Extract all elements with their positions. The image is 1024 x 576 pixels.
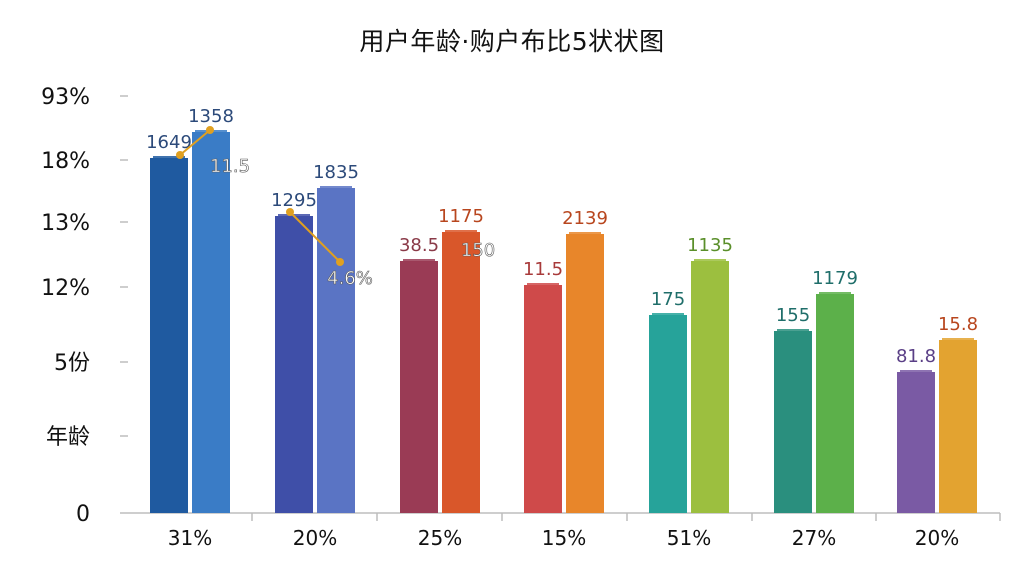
bar: [816, 294, 854, 513]
data-label: 2139: [562, 208, 608, 229]
data-label: 1649: [146, 132, 192, 153]
y-tick-label: 13%: [41, 211, 90, 236]
bar: [400, 261, 438, 513]
y-tick-label: 18%: [41, 149, 90, 174]
x-tick-label: 20%: [293, 526, 337, 550]
data-label: 38.5: [399, 235, 439, 256]
data-label: 15.8: [938, 314, 978, 335]
chart-title: 用户年龄·购户布比5状状图: [359, 27, 665, 56]
x-tick-label: 31%: [168, 526, 212, 550]
bar: [691, 261, 729, 513]
bar: [566, 234, 604, 513]
bar: [442, 232, 480, 513]
data-label: 1179: [812, 268, 858, 289]
bar: [192, 132, 230, 513]
data-label: 1175: [438, 206, 484, 227]
data-label: 155: [776, 305, 810, 326]
overlay-label: 4.6%: [327, 268, 373, 289]
data-label: 1295: [271, 190, 317, 211]
x-tick-label: 20%: [915, 526, 959, 550]
connector-dot: [206, 126, 214, 134]
y-tick-label: 年龄: [46, 425, 90, 450]
bar: [150, 158, 188, 513]
bar: [524, 285, 562, 513]
x-tick-label: 27%: [792, 526, 836, 550]
bar-cap: [569, 232, 601, 235]
y-tick-label: 5份: [54, 351, 90, 376]
y-tick-label: 0: [76, 502, 90, 527]
bar: [649, 315, 687, 513]
bar-cap: [819, 292, 851, 295]
bar-cap: [777, 329, 809, 332]
bar-cap: [942, 338, 974, 341]
data-label: 11.5: [523, 259, 563, 280]
bar: [939, 340, 977, 513]
connector-dot: [336, 258, 344, 266]
bar-cap: [900, 370, 932, 373]
overlay-label: 150: [461, 240, 495, 261]
x-tick-label: 25%: [418, 526, 462, 550]
bar: [275, 216, 313, 513]
y-tick-label: 93%: [41, 85, 90, 110]
bar-cap: [652, 313, 684, 316]
connector-line: [179, 129, 211, 156]
x-tick-label: 15%: [542, 526, 586, 550]
bar-cap: [403, 259, 435, 262]
bar-cap: [153, 156, 185, 159]
bar: [774, 331, 812, 513]
data-label: 81.8: [896, 346, 936, 367]
connector-dot: [176, 151, 184, 159]
data-label: 175: [651, 289, 685, 310]
data-label: 1835: [313, 162, 359, 183]
bar-cap: [527, 283, 559, 286]
overlay-label: 11.5: [210, 156, 250, 177]
bar: [897, 372, 935, 513]
data-label: 1135: [687, 235, 733, 256]
bar-cap: [694, 259, 726, 262]
connector-dot: [286, 208, 294, 216]
bar-cap: [445, 230, 477, 233]
x-tick-label: 51%: [667, 526, 711, 550]
bar-cap: [320, 186, 352, 189]
connector-line: [289, 211, 341, 263]
data-label: 1358: [188, 106, 234, 127]
bar: [317, 188, 355, 513]
y-tick-label: 12%: [41, 276, 90, 301]
